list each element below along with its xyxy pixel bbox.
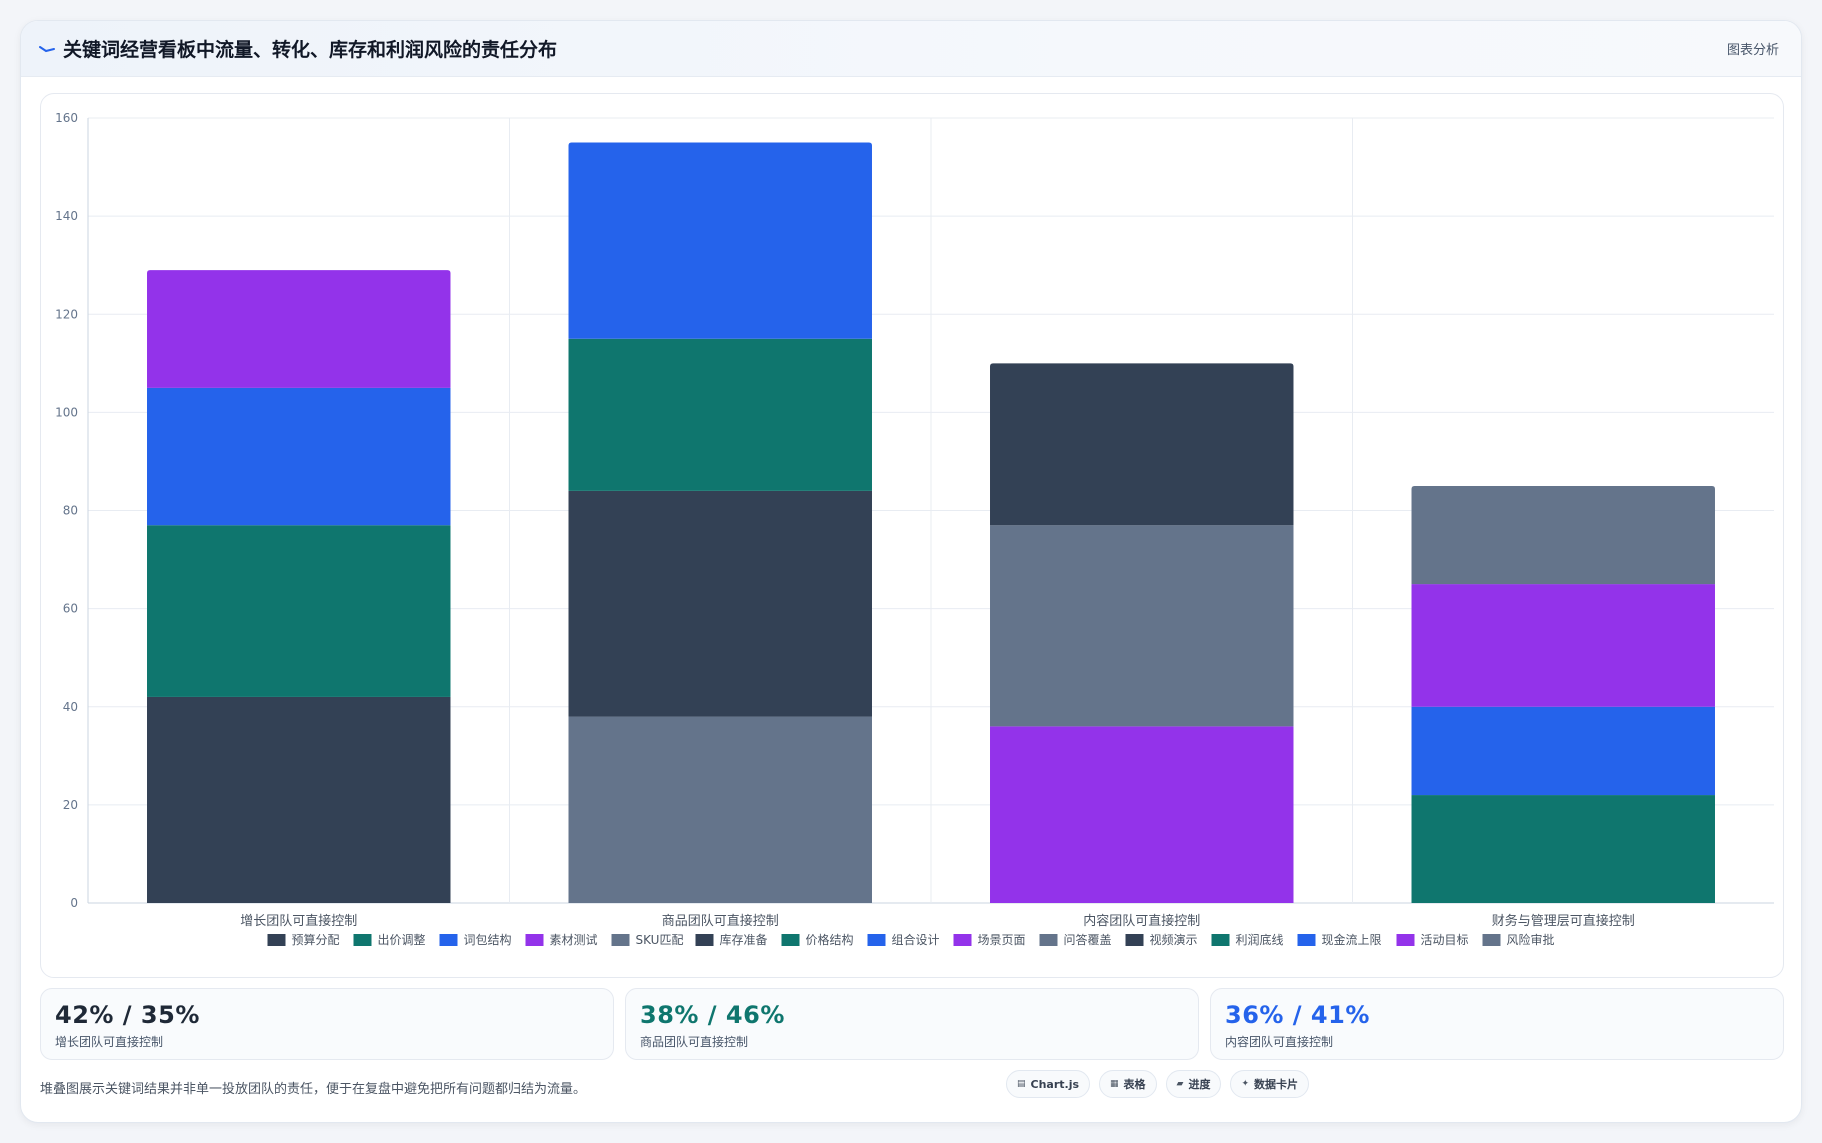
bar-segment [1411, 485, 1715, 585]
bar-segment [990, 726, 1294, 903]
stat-label: 内容团队可直接控制 [1225, 1035, 1334, 1049]
bar-segment [568, 142, 872, 339]
trend-icon [39, 45, 55, 52]
stat-label: 增长团队可直接控制 [55, 1035, 164, 1049]
bar-segment [568, 338, 872, 491]
view-chips: ▤ Chart.js ▦ 表格 ▰ 进度 ✦ 数据卡片 [1006, 1070, 1310, 1098]
stat-card: 38% / 46% 商品团队可直接控制 [625, 988, 1199, 1060]
legend-label: 素材测试 [550, 932, 598, 947]
card-icon: ✦ [1241, 1079, 1250, 1089]
legend-swatch [953, 934, 972, 946]
chart-card: 0 20 40 60 80 100 120 140 160 增长团队可直接控制 商品团队可直接控制 内… [40, 93, 1784, 978]
y-tick-label: 120 [55, 307, 78, 321]
legend-swatch [353, 934, 372, 946]
legend-swatch [1482, 934, 1501, 946]
legend-swatch [1396, 934, 1415, 946]
legend-swatch [867, 934, 886, 946]
chip-card[interactable]: ✦ 数据卡片 [1230, 1070, 1310, 1098]
legend-swatch [781, 934, 800, 946]
legend-swatch [695, 934, 714, 946]
legend-swatch [1125, 934, 1144, 946]
legend-swatch [611, 934, 630, 946]
bar-segment [568, 716, 872, 903]
stat-label: 商品团队可直接控制 [640, 1035, 749, 1049]
progress-icon: ▰ [1176, 1079, 1184, 1089]
stat-card: 36% / 41% 内容团队可直接控制 [1210, 988, 1784, 1060]
stat-value: 36% / 41% [1225, 1001, 1370, 1029]
bar-segment [568, 490, 872, 717]
table-icon: ▦ [1110, 1079, 1119, 1089]
legend-label: 场景页面 [978, 933, 1026, 947]
dashboard-panel: 关键词经营看板中流量、转化、库存和利润风险的责任分布 图表分析 0 20 40 60 8… [20, 20, 1802, 1123]
y-tick-label: 80 [63, 504, 78, 518]
legend-swatch [525, 934, 544, 946]
y-tick-label: 40 [63, 700, 78, 714]
chip-label: 表格 [1123, 1078, 1146, 1091]
bar-segment [147, 525, 451, 697]
y-tick-label: 160 [55, 111, 78, 125]
legend-label: 视频演示 [1150, 932, 1198, 947]
legend-label: 出价调整 [378, 932, 426, 947]
legend-label: 词包结构 [464, 932, 512, 947]
bar-segment [147, 696, 451, 903]
stat-card: 42% / 35% 增长团队可直接控制 [40, 988, 614, 1060]
legend-label: 利润底线 [1236, 932, 1284, 947]
bar-segment [1411, 584, 1715, 707]
chip-label: 进度 [1188, 1078, 1211, 1091]
x-tick-label: 增长团队可直接控制 [240, 913, 357, 929]
y-tick-label: 140 [55, 209, 78, 223]
y-tick-label: 20 [63, 798, 78, 812]
chart-footnote: 堆叠图展示关键词结果并非单一投放团队的责任，便于在复盘中避免把所有问题都归结为流… [40, 1082, 587, 1097]
legend-label: 库存准备 [720, 932, 768, 947]
legend-swatch [1039, 934, 1058, 946]
legend-label: 风险审批 [1507, 932, 1555, 947]
title-wrap: 关键词经营看板中流量、转化、库存和利润风险的责任分布 [39, 35, 557, 62]
y-tick-label: 0 [70, 896, 78, 910]
legend-label: SKU匹配 [636, 933, 684, 947]
chart-analysis-link[interactable]: 图表分析 [1726, 43, 1779, 58]
chart-icon: ▤ [1017, 1079, 1026, 1089]
y-tick-label: 60 [63, 602, 78, 616]
chip-label: 数据卡片 [1254, 1078, 1299, 1091]
panel-header: 关键词经营看板中流量、转化、库存和利润风险的责任分布 图表分析 [21, 21, 1801, 77]
bar-segment [990, 363, 1294, 526]
chip-label: Chart.js [1030, 1077, 1080, 1091]
page-title: 关键词经营看板中流量、转化、库存和利润风险的责任分布 [63, 39, 558, 61]
x-tick-label: 财务与管理层可直接控制 [1492, 913, 1635, 929]
legend-swatch [267, 934, 286, 946]
y-tick-label: 100 [55, 405, 78, 419]
chip-table[interactable]: ▦ 表格 [1099, 1070, 1157, 1098]
bar-segment [1411, 706, 1715, 796]
x-tick-label: 内容团队可直接控制 [1083, 913, 1200, 929]
stat-value: 38% / 46% [640, 1001, 785, 1029]
legend-label: 价格结构 [806, 932, 854, 947]
stat-value: 42% / 35% [55, 1001, 200, 1029]
legend-label: 活动目标 [1421, 933, 1469, 947]
chip-progress[interactable]: ▰ 进度 [1165, 1070, 1222, 1098]
bar-segment [147, 387, 451, 526]
legend-label: 预算分配 [292, 932, 340, 947]
legend-label: 现金流上限 [1322, 932, 1382, 947]
stacked-bar-chart: 0 20 40 60 80 100 120 140 160 增长团队可直接控制 商品团队可直接控制 内… [55, 111, 1774, 947]
bar-segment [1411, 795, 1715, 903]
bar-segment [147, 270, 451, 388]
x-tick-label: 商品团队可直接控制 [662, 913, 779, 929]
legend-label: 组合设计 [892, 932, 940, 947]
chip-chart[interactable]: ▤ Chart.js [1006, 1070, 1091, 1098]
legend-swatch [439, 934, 458, 946]
legend-swatch [1297, 934, 1316, 946]
legend-swatch [1211, 934, 1230, 946]
legend-label: 问答覆盖 [1064, 932, 1112, 947]
bar-segment [990, 525, 1294, 727]
